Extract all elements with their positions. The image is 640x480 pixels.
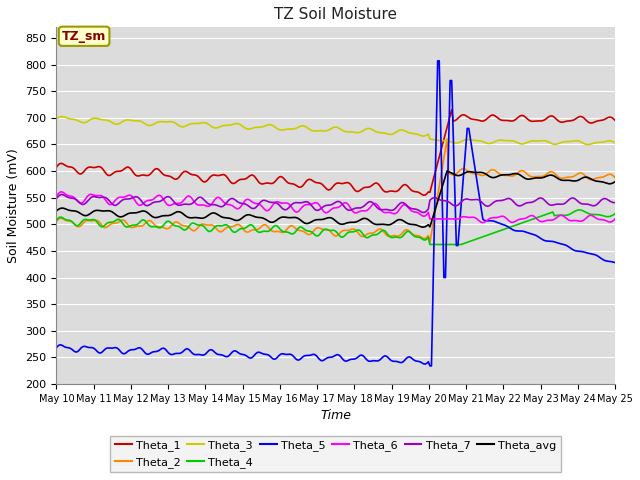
Theta_6 <box>479 220 486 226</box>
Theta_6 <box>583 214 591 220</box>
Theta_2 <box>237 224 245 230</box>
Theta_7 <box>420 210 428 216</box>
Theta_3 <box>585 142 593 147</box>
Theta_6 <box>221 200 228 206</box>
Theta_1 <box>237 177 245 182</box>
Theta_4 <box>121 223 129 229</box>
Theta_4 <box>247 222 255 228</box>
Theta_6 <box>239 200 247 206</box>
Theta_2 <box>219 228 227 234</box>
Line: Theta_avg: Theta_avg <box>56 171 615 227</box>
Theta_avg <box>583 174 591 180</box>
Theta_1 <box>297 184 305 190</box>
Theta_avg <box>297 217 305 223</box>
Theta_3 <box>239 124 247 130</box>
Theta_7 <box>583 201 591 207</box>
Theta_avg <box>52 208 60 214</box>
Theta_avg <box>219 215 227 220</box>
Line: Theta_3: Theta_3 <box>56 117 615 144</box>
Line: Theta_1: Theta_1 <box>56 110 615 195</box>
Theta_2 <box>247 228 255 234</box>
Theta_6 <box>122 193 130 199</box>
Theta_3 <box>52 116 60 122</box>
Theta_3 <box>122 117 130 123</box>
Theta_5 <box>219 352 227 358</box>
Theta_7 <box>611 200 619 205</box>
Theta_7 <box>221 202 228 208</box>
Theta_7 <box>122 196 130 202</box>
Theta_4 <box>611 211 619 216</box>
Line: Theta_7: Theta_7 <box>56 194 615 213</box>
Theta_5 <box>583 250 591 256</box>
Theta_4 <box>426 241 434 247</box>
Theta_5 <box>426 363 434 369</box>
Theta_4 <box>297 224 305 230</box>
Theta_1 <box>583 118 591 124</box>
Theta_5 <box>611 260 619 265</box>
Theta_5 <box>237 351 245 357</box>
Theta_avg <box>443 168 451 174</box>
Theta_6 <box>57 189 65 195</box>
Theta_2 <box>297 228 305 234</box>
Theta_6 <box>611 216 619 222</box>
Theta_1 <box>52 165 60 170</box>
Theta_3 <box>59 114 67 120</box>
Theta_7 <box>57 192 65 197</box>
Theta_3 <box>221 122 228 128</box>
Theta_3 <box>248 125 256 131</box>
Theta_4 <box>575 207 583 213</box>
Theta_avg <box>611 179 619 184</box>
Theta_7 <box>52 196 60 202</box>
Theta_2 <box>52 219 60 225</box>
Line: Theta_4: Theta_4 <box>56 210 615 244</box>
Theta_2 <box>611 175 619 180</box>
Theta_avg <box>247 212 255 218</box>
Theta_3 <box>298 123 306 129</box>
Theta_2 <box>121 218 129 224</box>
Theta_7 <box>248 205 256 211</box>
Theta_1 <box>247 172 255 178</box>
Title: TZ Soil Moisture: TZ Soil Moisture <box>274 7 397 22</box>
Theta_avg <box>420 224 428 230</box>
X-axis label: Time: Time <box>320 409 351 422</box>
Theta_1 <box>448 107 456 113</box>
Theta_6 <box>298 204 306 210</box>
Theta_avg <box>121 213 129 218</box>
Theta_4 <box>219 223 227 228</box>
Theta_7 <box>239 201 247 206</box>
Theta_4 <box>52 217 60 223</box>
Theta_2 <box>583 175 591 180</box>
Theta_5 <box>247 355 255 361</box>
Y-axis label: Soil Moisture (mV): Soil Moisture (mV) <box>7 148 20 263</box>
Theta_5 <box>297 356 305 362</box>
Theta_1 <box>611 118 619 123</box>
Theta_6 <box>248 199 256 205</box>
Theta_avg <box>237 216 245 221</box>
Theta_4 <box>583 210 591 216</box>
Theta_7 <box>298 200 306 205</box>
Theta_5 <box>52 345 60 351</box>
Theta_2 <box>426 240 434 246</box>
Theta_1 <box>121 166 129 171</box>
Theta_3 <box>582 141 589 147</box>
Theta_1 <box>219 172 227 178</box>
Text: TZ_sm: TZ_sm <box>62 30 106 43</box>
Line: Theta_5: Theta_5 <box>56 61 615 366</box>
Theta_4 <box>237 226 245 231</box>
Theta_2 <box>443 136 451 142</box>
Line: Theta_2: Theta_2 <box>56 139 615 243</box>
Theta_5 <box>434 58 442 64</box>
Theta_3 <box>611 140 619 146</box>
Theta_5 <box>121 351 129 357</box>
Legend: Theta_1, Theta_2, Theta_3, Theta_4, Theta_5, Theta_6, Theta_7, Theta_avg: Theta_1, Theta_2, Theta_3, Theta_4, Thet… <box>111 436 561 472</box>
Line: Theta_6: Theta_6 <box>56 192 615 223</box>
Theta_1 <box>420 192 428 198</box>
Theta_6 <box>52 194 60 200</box>
